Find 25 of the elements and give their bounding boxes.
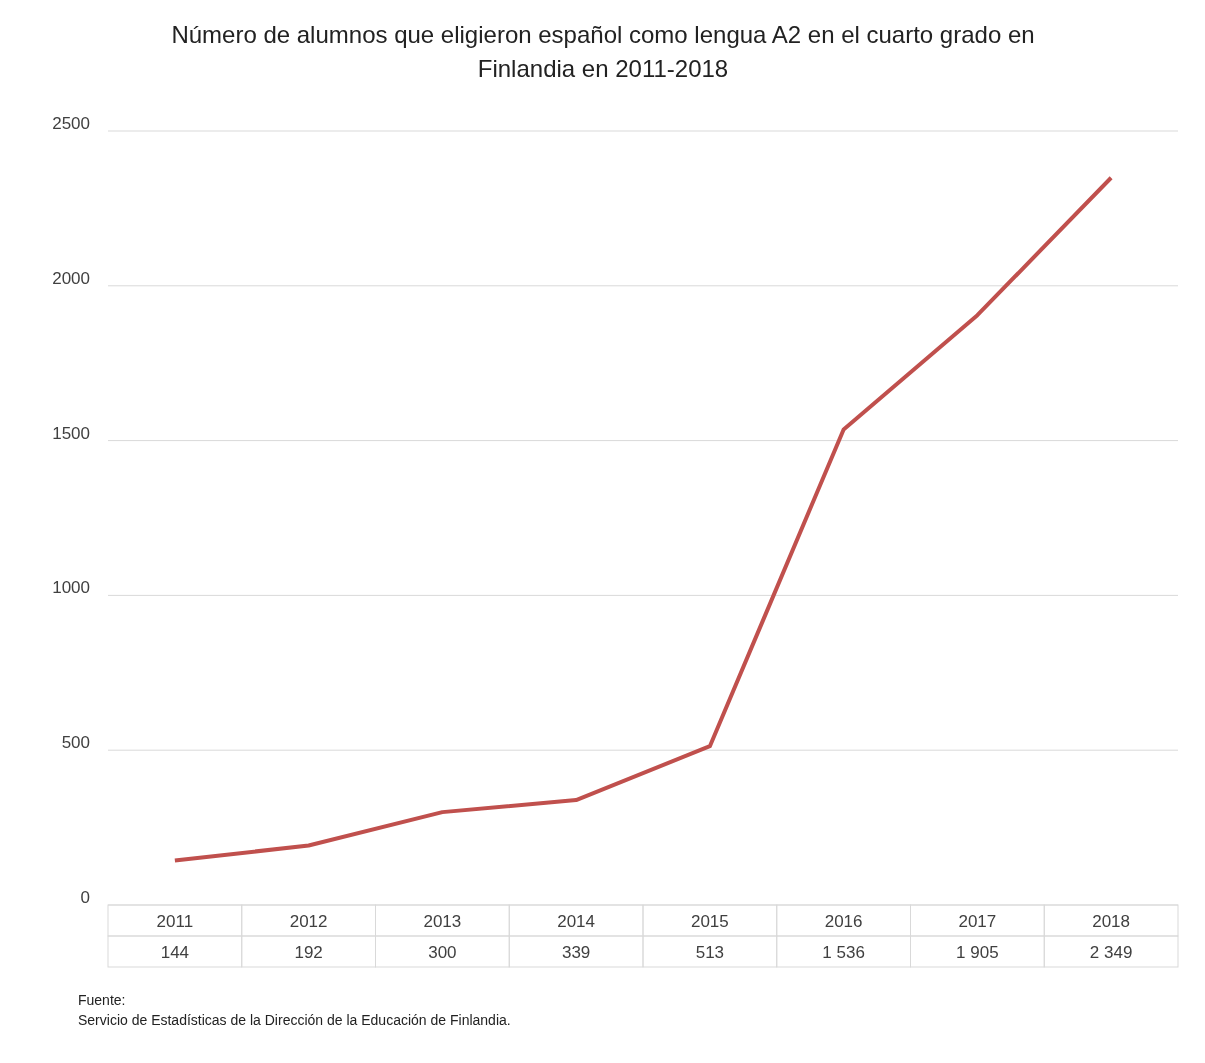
data-label: 192	[294, 942, 323, 962]
data-label: 300	[428, 942, 457, 962]
data-label: 339	[561, 942, 591, 962]
data-label: 1 536	[822, 942, 865, 962]
text: Servicio de Estadísticas de la Dirección de la Educación de Finlandia.	[78, 1011, 512, 1030]
x-tick-label: 2017	[958, 911, 997, 931]
x-tick-label: 2015	[690, 911, 729, 931]
x-tick-label: 2012	[289, 911, 328, 931]
data-label: 1 905	[956, 942, 999, 962]
x-tick-label: 2016	[824, 911, 863, 931]
y-tick-label: 1500	[52, 423, 90, 443]
data-label: 144	[160, 942, 190, 962]
data-label: 513	[695, 942, 725, 962]
y-tick-label: 1000	[52, 578, 90, 598]
x-tick-label: 2018	[1092, 911, 1131, 931]
x-tick-label: 2014	[557, 911, 596, 931]
data-label: 2 349	[1089, 942, 1133, 962]
y-tick-label: 0	[80, 888, 90, 908]
y-tick-label: 2000	[52, 268, 90, 288]
x-tick-label: 2013	[423, 911, 462, 931]
source-note: Fuente:	[78, 991, 127, 1010]
x-tick-label: 2011	[156, 911, 194, 931]
y-tick-label: 2500	[52, 114, 90, 134]
chart-title: Número de alumnos que eligieron español como lengua A2 en el cuarto grado en Finlandia en 2011-2018	[170, 20, 1036, 84]
y-tick-label: 500	[61, 733, 90, 753]
